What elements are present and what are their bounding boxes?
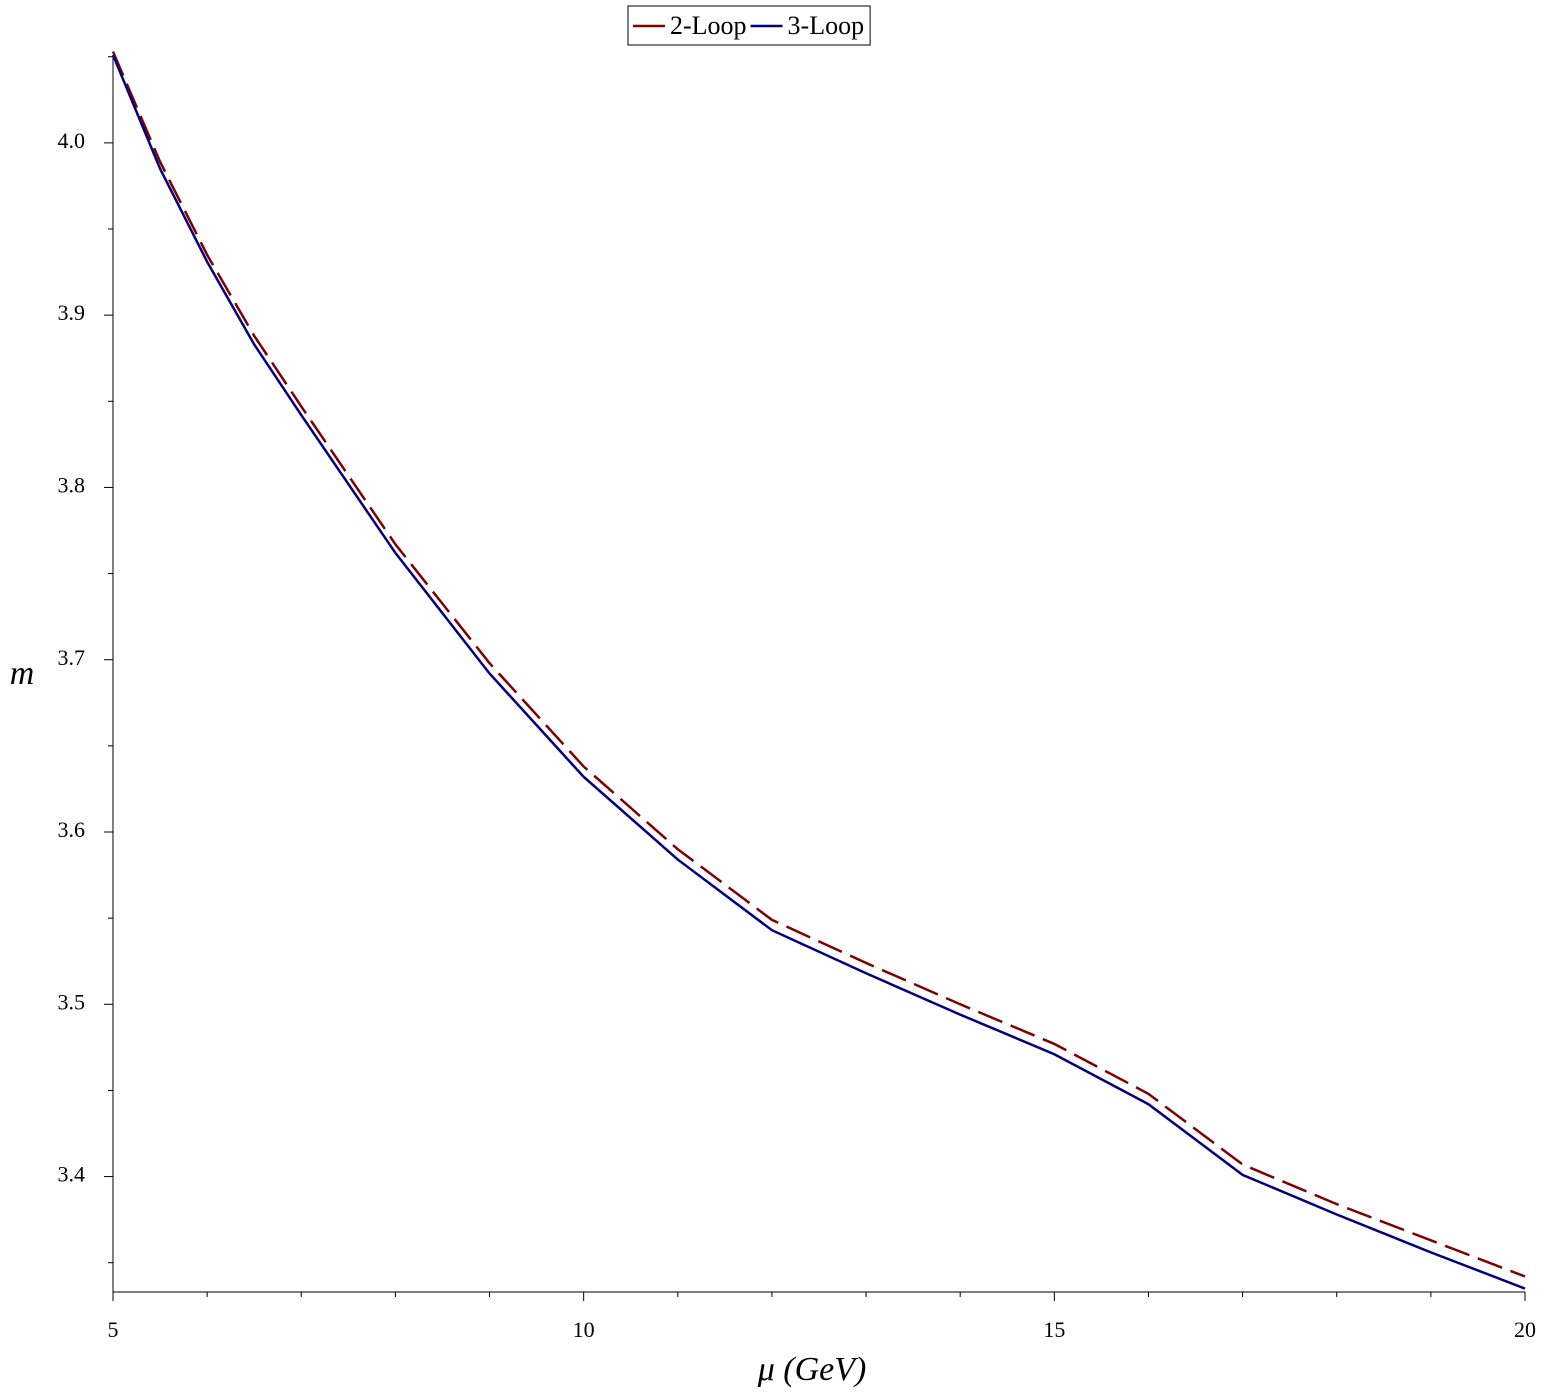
y-tick-label: 3.6 (58, 817, 86, 842)
x-tick-label: 5 (108, 1317, 119, 1342)
y-tick-label: 3.4 (58, 1162, 86, 1187)
y-tick-label: 4.0 (58, 128, 86, 153)
legend-box (627, 5, 871, 46)
legend: 2-Loop 3-Loop (627, 5, 871, 46)
x-tick-label: 15 (1043, 1317, 1065, 1342)
x-tick-label: 10 (573, 1317, 595, 1342)
x-tick-label: 20 (1514, 1317, 1536, 1342)
y-axis-title: m (10, 655, 35, 692)
y-tick-label: 3.8 (58, 472, 86, 497)
y-tick-label: 3.9 (58, 300, 86, 325)
y-tick-label: 3.5 (58, 989, 86, 1014)
x-axis-title: μ (GeV) (757, 1351, 867, 1388)
line-series (111, 51, 1526, 1278)
line-series (111, 54, 1526, 1290)
y-tick-label: 3.7 (58, 645, 86, 670)
legend-label: 3-Loop (788, 11, 865, 40)
legend-label: 2-Loop (670, 11, 747, 40)
